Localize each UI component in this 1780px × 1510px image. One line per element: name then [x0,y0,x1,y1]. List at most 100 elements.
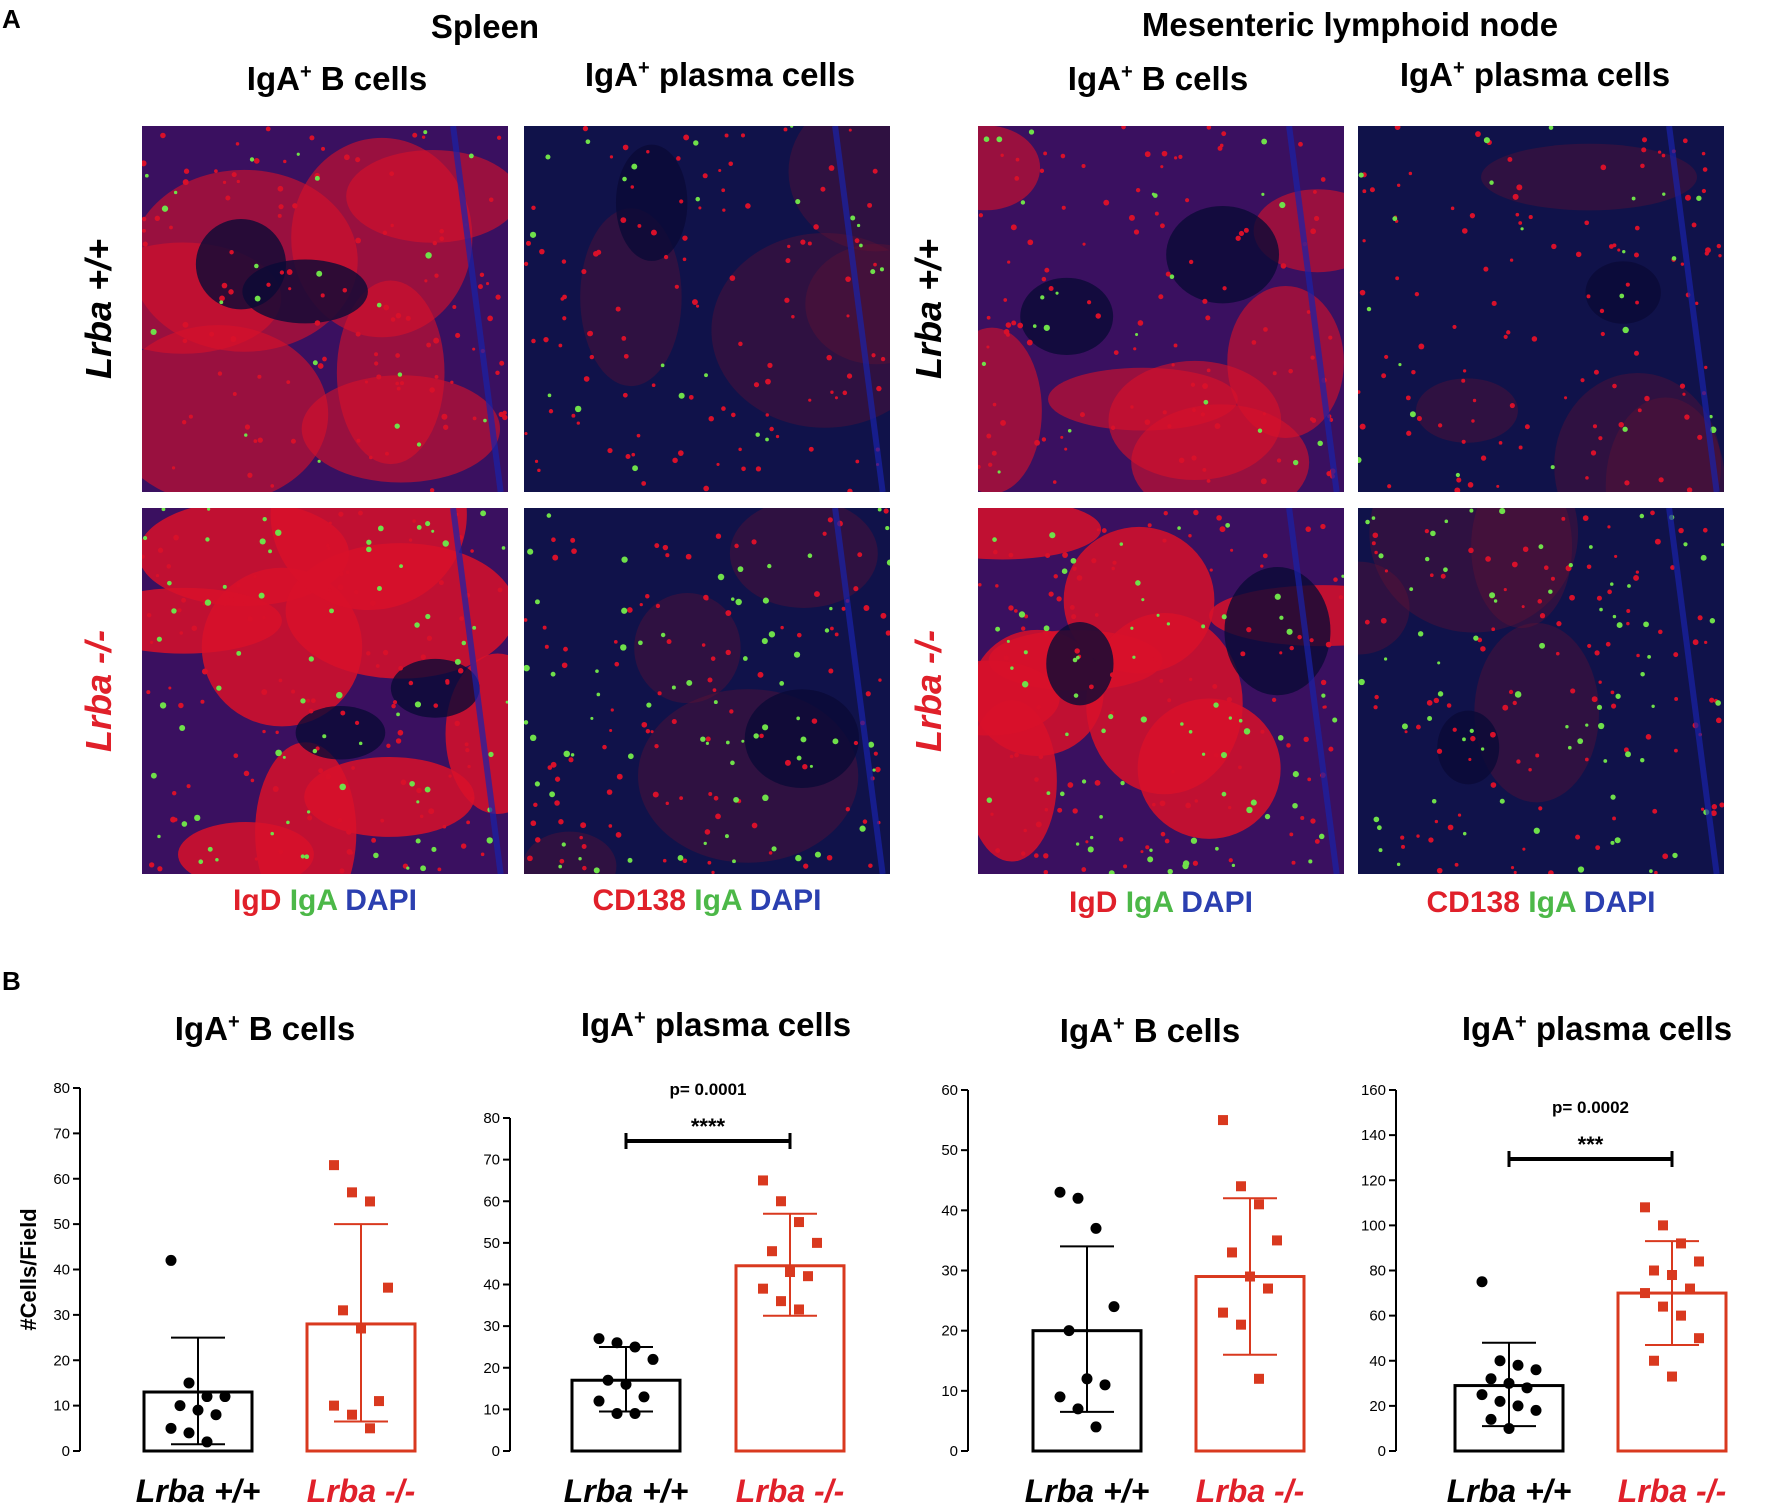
data-point [201,1436,213,1448]
micrograph-ko-1 [524,508,890,874]
y-tick-label: 60 [1369,1308,1386,1325]
data-point [338,1305,348,1316]
data-point [620,1378,632,1390]
data-point [776,1196,786,1207]
stain-igd: IgD [233,884,290,917]
data-point [1649,1265,1659,1276]
p-value: p= 0.0002 [1552,1098,1629,1117]
data-point [794,1217,804,1228]
y-tick-label: 10 [941,1383,958,1400]
data-point [1640,1202,1650,1213]
data-point [347,1409,357,1420]
y-tick-label: 0 [950,1443,958,1460]
data-point [1485,1413,1497,1425]
chart-1: IgA+ plasma cells 0 10 20 30 40 50 60 70 80 Lrba +… [483,1006,851,1509]
category-label: Lrba -/- [1618,1473,1726,1509]
y-tick-label: 80 [1369,1263,1386,1280]
data-point [183,1427,195,1439]
significance-stars: **** [691,1114,726,1139]
chart-3: IgA+ plasma cells 0 20 40 60 80 100 120 140 160 Lr… [1361,1010,1732,1509]
y-tick-label: 40 [1369,1353,1386,1370]
data-point [1494,1355,1506,1367]
y-tick-label: 100 [1361,1217,1386,1234]
data-point [1676,1310,1686,1321]
data-point [1072,1403,1084,1415]
data-point [192,1404,204,1416]
y-tick-label: 80 [53,1080,70,1097]
data-point [1494,1395,1506,1407]
stain-dapi: DAPI [1583,886,1656,919]
data-point [1676,1238,1686,1249]
data-point [1236,1181,1246,1192]
y-tick-label: 160 [1361,1082,1386,1099]
data-point [776,1296,786,1307]
column-title-2: IgA+ B cells [1067,60,1249,97]
data-point [329,1160,339,1171]
data-point [210,1409,222,1421]
data-point [374,1396,384,1407]
data-point [1658,1301,1668,1312]
stain-dapi: DAPI [345,884,417,917]
data-point [1640,1288,1650,1299]
micrograph-wt-1 [524,126,890,492]
data-point [1245,1271,1255,1282]
y-tick-label: 30 [941,1263,958,1280]
data-point [1521,1382,1533,1394]
stain-dapi: DAPI [749,884,822,917]
data-point [356,1323,366,1334]
column-title-0: IgA+ B cells [246,60,428,97]
data-point [1054,1186,1066,1198]
data-point [629,1341,641,1353]
chart-0: IgA+ B cells 0 10 20 30 40 50 60 70 80 #Cells/Fiel… [16,1010,417,1509]
y-tick-label: 140 [1361,1127,1386,1144]
y-tick-label: 40 [53,1262,70,1279]
data-point [1108,1301,1120,1313]
data-point [365,1423,375,1434]
data-point [1218,1115,1228,1126]
data-point [201,1391,213,1403]
stain-iga: IgA [289,884,346,917]
micrograph-wt-2 [978,126,1344,492]
data-point [1667,1270,1677,1281]
y-tick-label: 60 [483,1193,500,1210]
group-title-mln: Mesenteric lymphoid node [1141,6,1559,43]
data-point [1667,1371,1677,1382]
micrograph-wt-3 [1358,126,1724,492]
stain-iga: IgA [694,884,750,917]
data-point [785,1267,795,1278]
data-point [758,1175,768,1186]
stain-dapi: DAPI [1181,886,1253,919]
data-point [165,1254,177,1266]
chart-title: IgA+ plasma cells [1462,1010,1732,1047]
data-point [329,1400,339,1411]
data-point [365,1196,375,1207]
stain-cd138: CD138 [1426,886,1529,919]
chart-2: IgA+ B cells 0 10 20 30 40 50 60 Lrba +/+ Lrba -/… [941,1012,1306,1509]
data-point [602,1374,614,1386]
data-point [1236,1319,1246,1330]
chart-title: IgA+ plasma cells [581,1006,851,1043]
data-point [1512,1359,1524,1371]
data-point [629,1408,641,1420]
data-point [1227,1247,1237,1258]
y-tick-label: 80 [483,1110,500,1127]
data-point [1081,1373,1093,1385]
column-title-3: IgA+ plasma cells [1399,56,1671,93]
data-point [1649,1355,1659,1366]
y-tick-label: 60 [941,1082,958,1099]
y-tick-label: 70 [53,1125,70,1142]
data-point [1063,1325,1075,1337]
column-title-1: IgA+ plasma cells [584,56,856,93]
data-point [1512,1400,1524,1412]
data-point [174,1400,186,1412]
data-point [1658,1220,1668,1231]
p-value: p= 0.0001 [669,1080,746,1099]
y-tick-label: 20 [483,1360,500,1377]
data-point [219,1391,231,1403]
data-point [183,1377,195,1389]
data-point [1530,1364,1542,1376]
data-point [1485,1373,1497,1385]
data-point [165,1422,177,1434]
